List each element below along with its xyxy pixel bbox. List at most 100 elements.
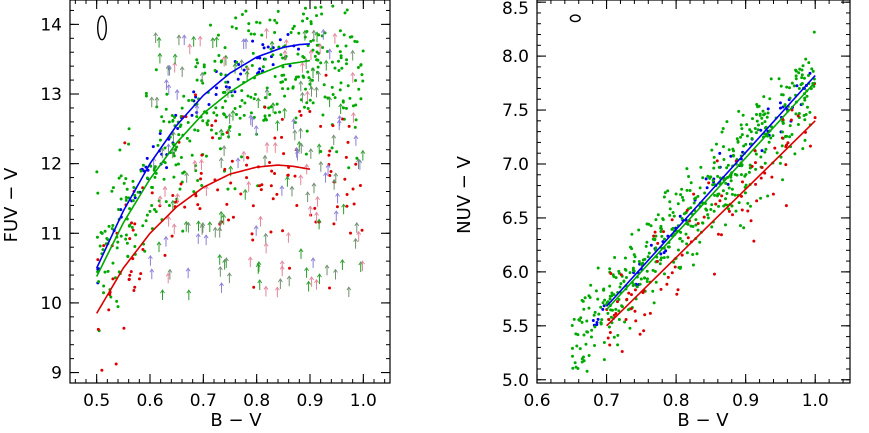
upper-limit-arrow — [181, 34, 187, 46]
left-green-points — [353, 39, 357, 43]
upper-limit-arrow — [309, 85, 314, 97]
left-green-points — [107, 224, 111, 228]
left-green-points — [330, 146, 334, 150]
left-panel-fuv: 0.5 0.6 0.7 0.8 0.9 1.0 9 10 11 12 13 14 B − V FUV … — [1, 0, 391, 431]
left-red-points — [263, 105, 267, 109]
right-green-points — [800, 73, 804, 77]
right-green-points — [716, 174, 720, 178]
right-red-points — [676, 288, 680, 292]
right-green-points — [668, 200, 672, 204]
right-red-points — [612, 313, 616, 317]
upper-limit-arrow — [277, 278, 283, 289]
left-green-points — [170, 114, 174, 118]
left-green-points — [162, 177, 166, 181]
right-green-points — [705, 208, 709, 212]
left-blue-points — [288, 64, 292, 68]
right-green-points — [580, 357, 584, 361]
right-blue-points — [808, 71, 812, 75]
right-green-points — [735, 137, 739, 141]
right-green-points — [800, 102, 804, 106]
left-green-points — [351, 104, 355, 108]
left-green-points — [144, 91, 148, 95]
upper-limit-arrow — [314, 211, 319, 223]
right-green-points — [800, 68, 804, 72]
left-green-points — [289, 30, 293, 34]
upper-limit-arrow — [324, 264, 330, 276]
left-green-points — [251, 51, 255, 55]
right-green-points — [756, 123, 760, 127]
right-green-points — [721, 145, 725, 149]
left-green-points — [337, 69, 341, 73]
upper-limit-arrow — [171, 223, 177, 235]
right-green-points — [637, 259, 641, 263]
right-scatter-points — [570, 30, 817, 373]
right-red-points — [796, 114, 800, 118]
left-green-points — [302, 56, 306, 60]
right-green-points — [755, 119, 759, 123]
right-green-points — [593, 310, 597, 314]
left-green-points — [268, 92, 272, 96]
left-green-points — [230, 25, 234, 29]
upper-limit-arrow — [174, 89, 180, 100]
right-green-points — [771, 134, 775, 138]
left-green-points — [182, 94, 186, 98]
left-green-points — [172, 175, 176, 179]
left-green-points — [134, 233, 138, 237]
left-green-points — [294, 75, 298, 79]
right-red-points — [606, 336, 610, 340]
upper-limit-arrow — [304, 163, 310, 175]
left-green-points — [178, 125, 182, 129]
right-red-points — [714, 202, 718, 206]
upper-limit-arrow — [335, 192, 340, 204]
right-green-points — [779, 155, 783, 159]
left-x-tick-label: 1.0 — [350, 391, 377, 411]
left-green-points — [187, 98, 191, 102]
left-red-points — [360, 228, 364, 232]
left-green-points — [234, 16, 238, 20]
left-green-points — [344, 106, 348, 110]
left-green-points — [164, 200, 168, 204]
right-red-points — [754, 182, 758, 186]
upper-limit-arrow — [166, 83, 172, 95]
right-red-points — [638, 332, 642, 336]
left-green-points — [311, 48, 315, 52]
right-green-points — [620, 305, 624, 309]
upper-limit-arrow — [327, 96, 332, 108]
left-green-points — [214, 131, 218, 135]
right-green-points — [803, 96, 807, 100]
left-green-points — [221, 132, 225, 136]
right-red-points — [633, 309, 637, 313]
left-green-points — [249, 32, 253, 36]
right-green-points — [797, 86, 801, 90]
left-red-points — [122, 326, 126, 330]
left-red-points — [96, 327, 100, 331]
upper-limit-arrow — [331, 134, 337, 146]
left-green-points — [195, 78, 199, 82]
left-green-points — [281, 56, 285, 60]
right-red-points — [718, 199, 722, 203]
upper-limit-arrow — [156, 241, 162, 253]
right-red-points — [730, 213, 734, 217]
right-green-points — [577, 318, 581, 322]
left-green-points — [176, 162, 180, 166]
left-green-points — [154, 68, 158, 72]
right-red-points — [770, 175, 774, 179]
right-red-points — [716, 232, 720, 236]
upper-limit-arrow — [218, 128, 224, 140]
left-red-points — [131, 228, 135, 232]
left-green-points — [343, 11, 347, 15]
right-green-points — [699, 165, 703, 169]
left-green-points — [196, 129, 200, 133]
right-green-points — [739, 173, 743, 177]
left-green-points — [261, 65, 265, 69]
left-red-points — [132, 288, 136, 292]
right-green-points — [578, 347, 582, 351]
right-red-points — [771, 192, 775, 196]
left-green-points — [297, 31, 301, 35]
left-green-points — [350, 35, 354, 39]
right-red-points — [785, 143, 789, 147]
right-green-points — [726, 207, 730, 211]
right-green-points — [609, 308, 613, 312]
left-blue-points — [192, 90, 196, 94]
